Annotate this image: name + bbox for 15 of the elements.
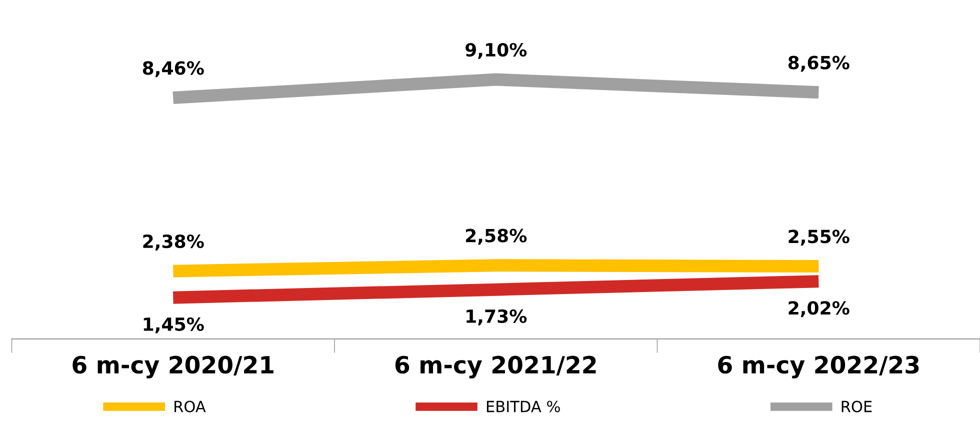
x-tick-label: 6 m-cy 2020/21 — [72, 356, 274, 378]
x-tick-label: 6 m-cy 2021/22 — [395, 356, 596, 378]
data-label: 2,58% — [466, 228, 527, 245]
legend-label: ROA — [174, 400, 206, 412]
legend-label: EBITDA % — [486, 400, 560, 412]
data-label: 1,73% — [466, 309, 527, 326]
data-label: 8,46% — [142, 61, 204, 78]
data-label: 2,38% — [143, 234, 204, 250]
x-tick-label: 6 m-cy 2022/23 — [718, 356, 919, 378]
data-label: 9,10% — [465, 42, 527, 59]
data-label: 2,55% — [788, 230, 850, 246]
data-label: 8,65% — [788, 56, 850, 72]
legend-label: ROE — [842, 400, 872, 412]
data-label: 2,02% — [788, 301, 850, 318]
data-label: 1,45% — [144, 317, 204, 334]
